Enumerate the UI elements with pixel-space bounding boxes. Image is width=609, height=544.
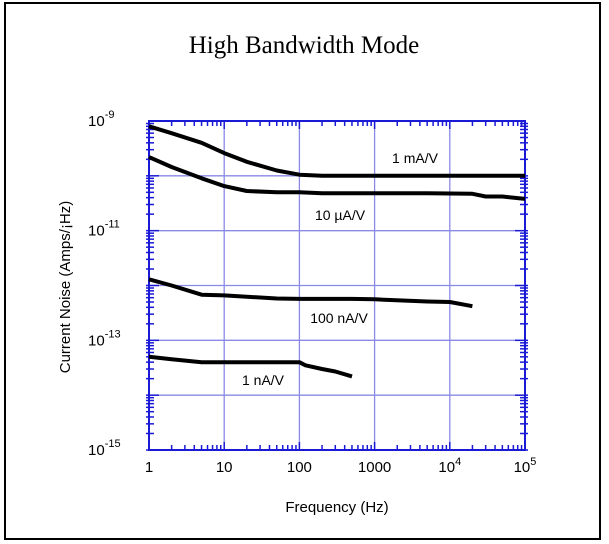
series-label: 1 nA/V	[242, 372, 285, 388]
plot-axes	[146, 120, 528, 451]
series-label: 100 nA/V	[310, 310, 368, 326]
chart-title: High Bandwidth Mode	[189, 32, 420, 59]
series-line	[148, 277, 473, 309]
y-tick-label: 10-9	[88, 109, 114, 130]
tick-labels: 1 10 100 1000 104 105 10-15 10-13 10-11 10-9	[88, 109, 536, 476]
series-lines	[148, 124, 526, 379]
y-axis-label: Current Noise (Amps/¡Hz)	[57, 201, 74, 374]
series-labels: 1 mA/V 10 µA/V 100 nA/V 1 nA/V	[242, 150, 439, 388]
series-line	[148, 155, 526, 201]
x-tick-label: 104	[438, 456, 461, 476]
series-line	[148, 124, 525, 178]
x-tick-label: 1	[145, 459, 153, 476]
x-tick-label: 1000	[358, 459, 391, 476]
series-label: 10 µA/V	[315, 207, 366, 223]
y-tick-label: 10-13	[88, 328, 121, 349]
grid	[148, 120, 526, 451]
y-tick-label: 10-11	[88, 219, 120, 240]
series-label: 1 mA/V	[392, 150, 439, 166]
x-tick-label: 100	[287, 459, 312, 476]
series-line	[148, 354, 353, 379]
x-axis-label: Frequency (Hz)	[285, 499, 388, 516]
series-label-bg	[304, 310, 374, 327]
y-tick-label: 10-15	[88, 438, 121, 459]
x-tick-label: 10	[216, 459, 233, 476]
series-label-bg	[309, 207, 371, 224]
x-tick-label: 105	[514, 456, 537, 476]
